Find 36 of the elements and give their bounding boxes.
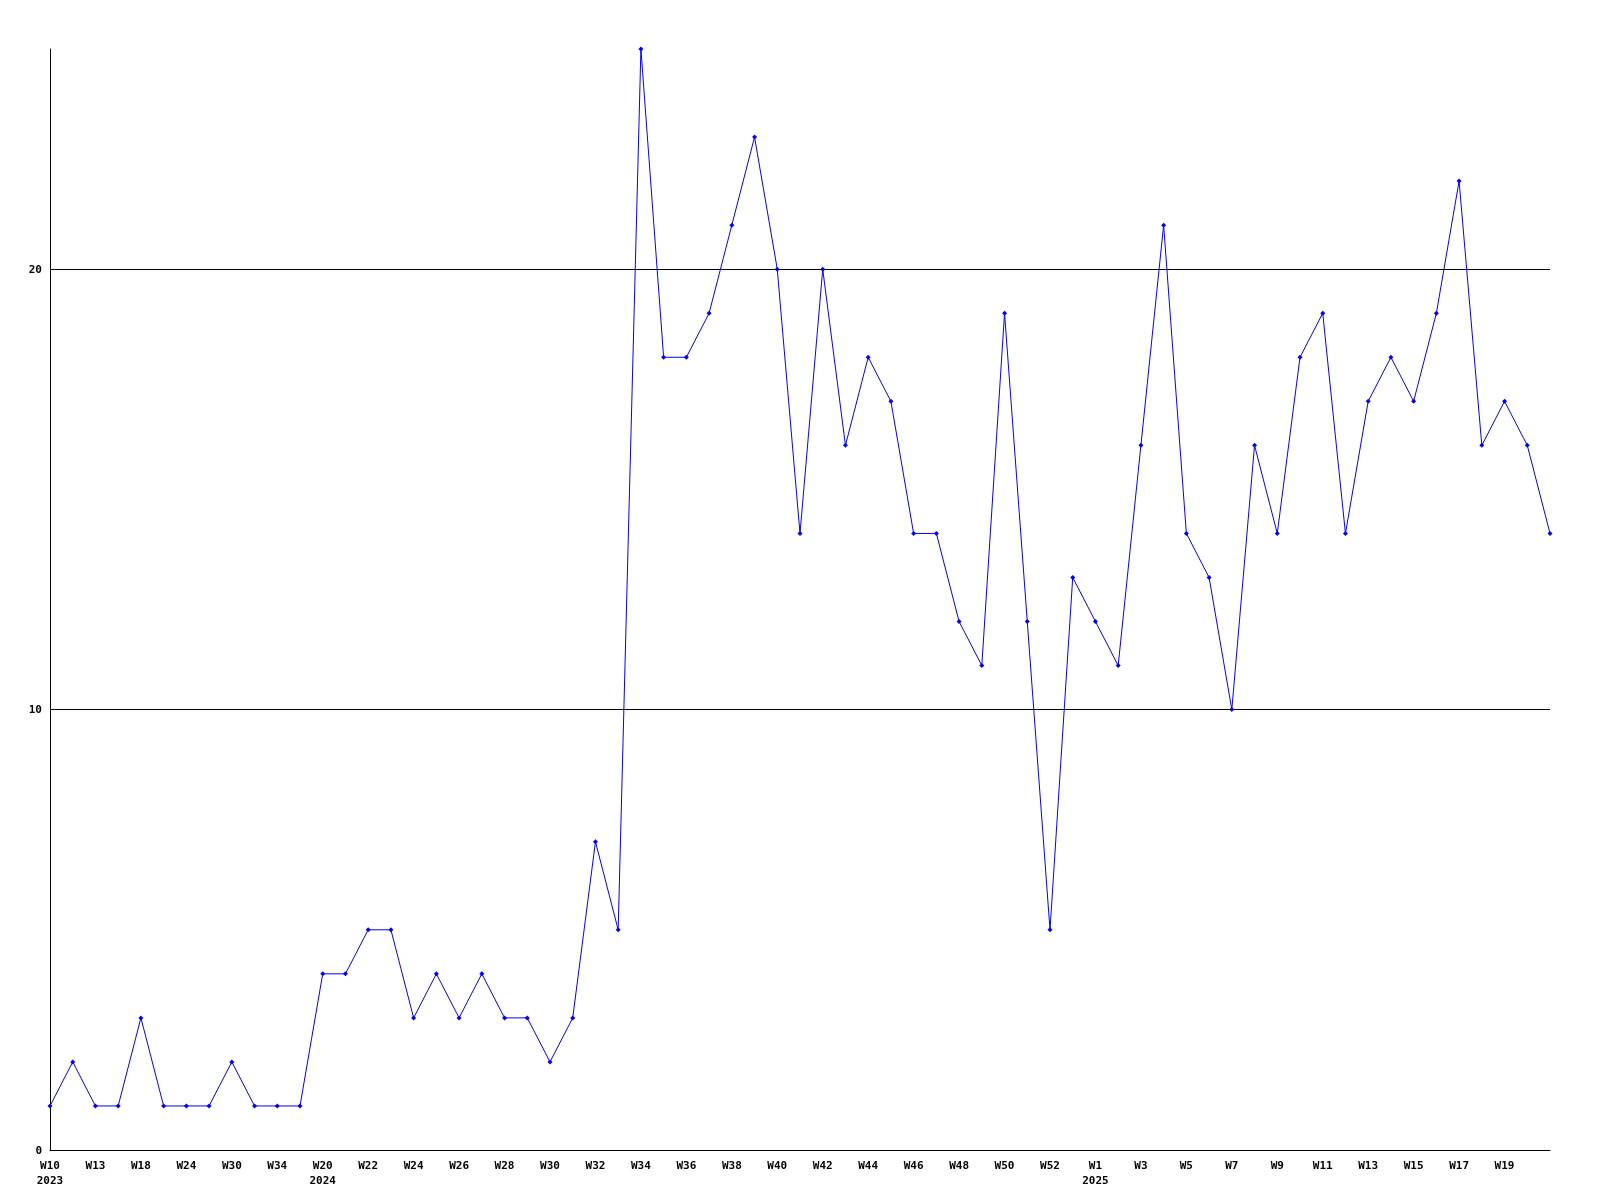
x-tick-label: W1 2025 [1082, 1159, 1109, 1187]
x-tick-label: W22 [358, 1159, 379, 1172]
x-tick-label: W13 [85, 1159, 106, 1172]
x-tick-label: W32 [585, 1159, 606, 1172]
x-tick-label: W20 2024 [309, 1159, 337, 1187]
x-tick-label: W15 [1403, 1159, 1424, 1172]
x-tick-label: W28 [494, 1159, 515, 1172]
x-tick-label: W48 [949, 1159, 970, 1172]
y-tick-label: 20 [28, 262, 42, 276]
x-tick-label: W34 [267, 1159, 288, 1172]
x-tick-label: W17 [1449, 1159, 1470, 1172]
x-tick-label: W9 [1270, 1159, 1284, 1172]
x-tick-label: W40 [767, 1159, 788, 1172]
x-tick-label: W30 [540, 1159, 560, 1172]
x-tick-label: W5 [1179, 1159, 1193, 1172]
x-tick-label: W3 [1134, 1159, 1148, 1172]
y-tick-label: 0 [35, 1143, 42, 1157]
x-tick-label: W42 [812, 1159, 833, 1172]
x-tick-label: W13 [1358, 1159, 1379, 1172]
y-tick-label: 10 [28, 703, 42, 717]
x-tick-label: W52 [1040, 1159, 1060, 1172]
x-tick-label: W50 [994, 1159, 1015, 1172]
x-tick-label: W18 [130, 1159, 151, 1172]
x-tick-label: W10 2023 [36, 1159, 64, 1187]
x-tick-label: W44 [858, 1159, 879, 1172]
x-tick-label: W38 [721, 1159, 742, 1172]
x-tick-label: W19 [1494, 1159, 1515, 1172]
x-tick-label: W46 [903, 1159, 924, 1172]
x-tick-label: W24 [403, 1159, 424, 1172]
x-tick-label: W26 [449, 1159, 470, 1172]
x-tick-label: W34 [630, 1159, 652, 1172]
x-tick-label: W30 [221, 1159, 242, 1172]
x-tick-label: W11 [1312, 1159, 1334, 1172]
x-tick-label: W36 [676, 1159, 697, 1172]
x-tick-label: W24 [176, 1159, 197, 1172]
x-tick-label: W7 [1225, 1159, 1239, 1172]
